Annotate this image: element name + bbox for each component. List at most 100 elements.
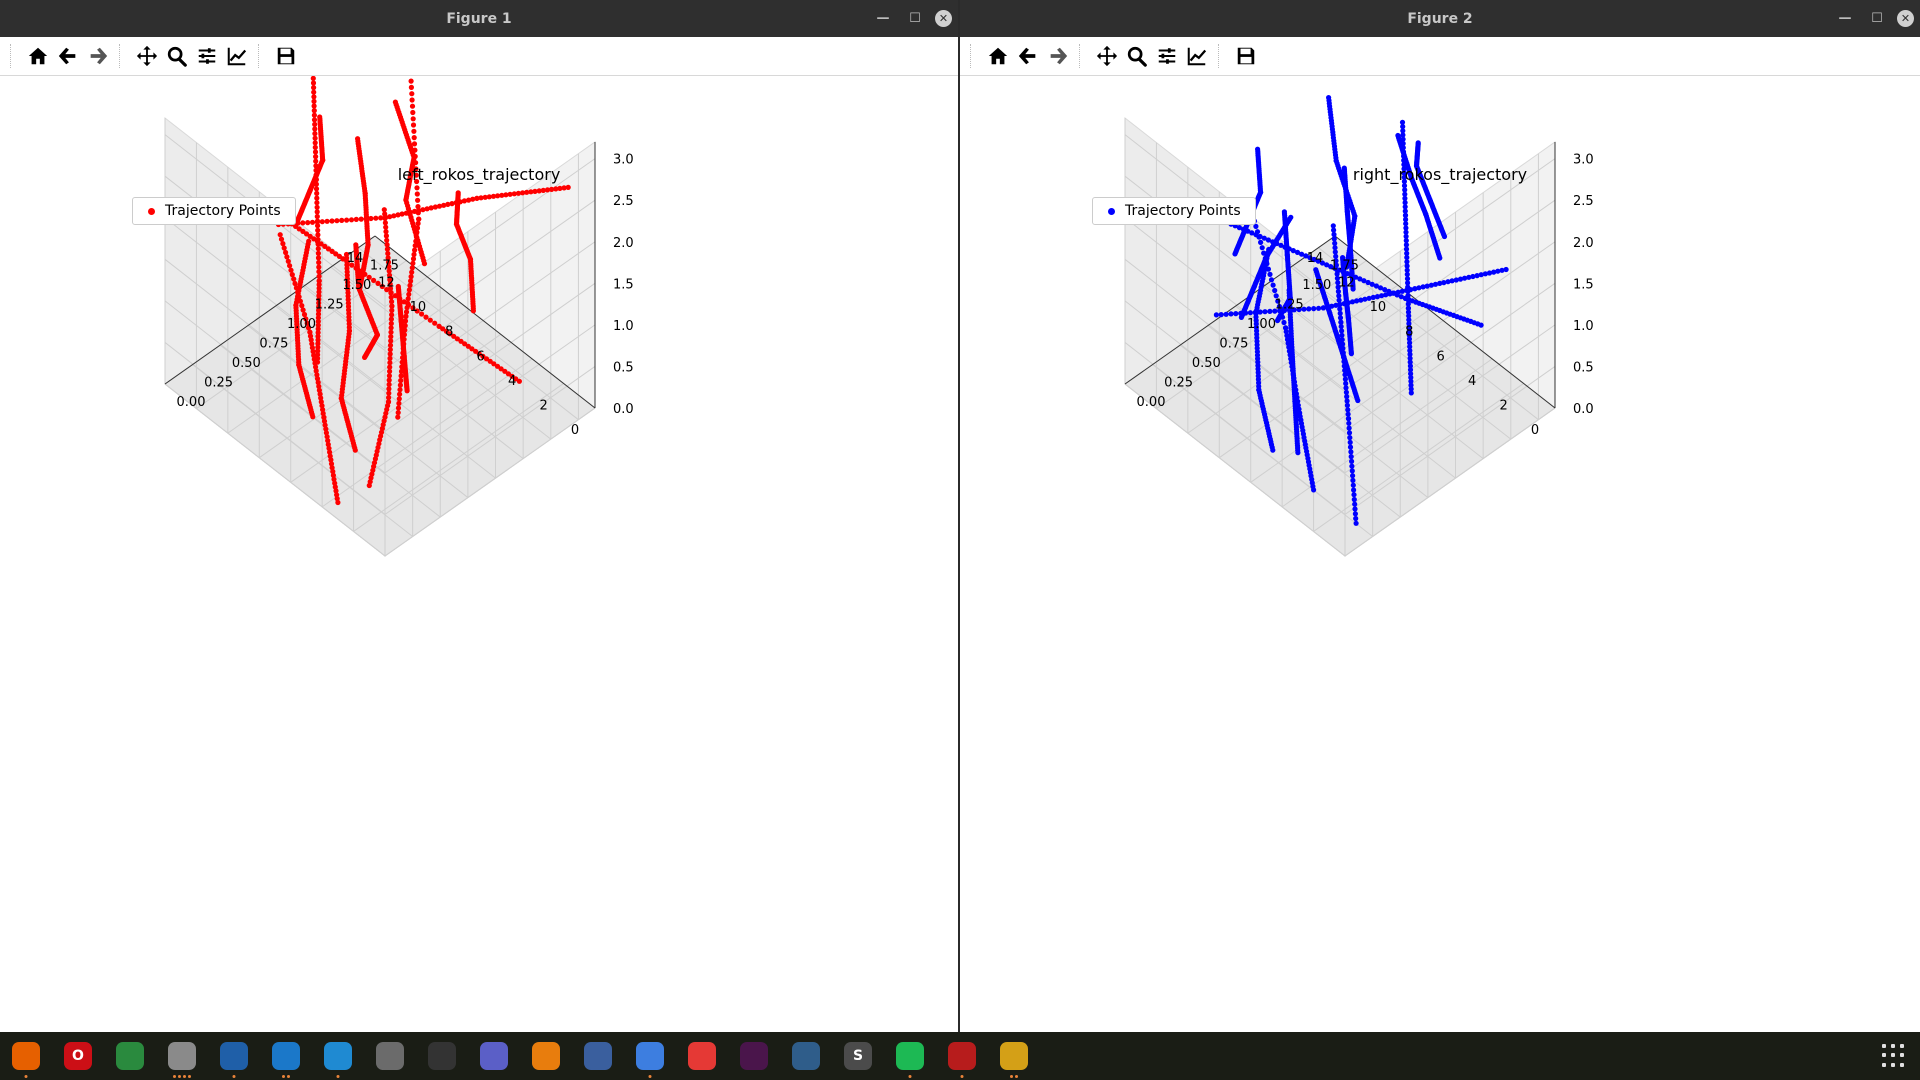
data-point bbox=[362, 271, 368, 277]
z-tick-label: 2.0 bbox=[1573, 236, 1594, 251]
maximize-icon[interactable]: ☐ bbox=[909, 11, 921, 26]
data-point bbox=[1347, 439, 1353, 445]
axes-3d[interactable]: 0 2 4 6 8 10 12 14 0.00 0.25 0.50 0.75 1.00 1.25 1.50 1… bbox=[0, 76, 958, 1032]
taskbar-app-camera[interactable] bbox=[364, 1032, 416, 1080]
close-icon[interactable]: ✕ bbox=[1897, 10, 1914, 27]
data-point bbox=[285, 258, 291, 264]
taskbar-app-system-monitor[interactable] bbox=[416, 1032, 468, 1080]
data-point bbox=[292, 280, 298, 287]
zoom-icon[interactable] bbox=[1122, 41, 1152, 71]
data-point bbox=[561, 185, 567, 191]
data-point bbox=[1351, 487, 1357, 493]
window-titlebar[interactable]: Figure 1 — ☐ ✕ bbox=[0, 0, 958, 37]
axes-3d[interactable]: 0 2 4 6 8 10 12 14 0.00 0.25 0.50 0.75 1.00 1.25 1.50 1… bbox=[960, 76, 1920, 1032]
toolbar-grip bbox=[970, 44, 979, 68]
data-point bbox=[1406, 313, 1412, 319]
data-point bbox=[1319, 260, 1325, 266]
home-icon[interactable] bbox=[983, 41, 1013, 71]
back-arrow-icon[interactable] bbox=[53, 41, 83, 71]
data-point bbox=[375, 280, 381, 286]
data-point bbox=[1403, 229, 1409, 235]
app-grid-icon[interactable] bbox=[1882, 1044, 1906, 1068]
data-point bbox=[333, 488, 339, 494]
legend-marker bbox=[1108, 207, 1115, 215]
taskbar-app-sublime[interactable]: S bbox=[832, 1032, 884, 1080]
pan-move-icon[interactable] bbox=[132, 41, 162, 71]
edit-axis-icon[interactable] bbox=[222, 41, 252, 71]
data-point bbox=[1265, 266, 1271, 272]
taskbar-app-chrome[interactable] bbox=[104, 1032, 156, 1080]
data-point bbox=[1377, 285, 1384, 291]
data-point bbox=[386, 264, 392, 270]
data-point bbox=[419, 311, 425, 317]
pan-move-icon[interactable] bbox=[1092, 41, 1122, 71]
save-icon[interactable] bbox=[271, 41, 301, 71]
minimize-icon[interactable]: — bbox=[1838, 11, 1852, 26]
taskbar-app-blender[interactable] bbox=[520, 1032, 572, 1080]
zoom-icon[interactable] bbox=[162, 41, 192, 71]
data-point bbox=[316, 264, 322, 270]
taskbar-app-vscode[interactable] bbox=[312, 1032, 364, 1080]
taskbar-app-virtualbox[interactable] bbox=[780, 1032, 832, 1080]
virtualbox-icon bbox=[792, 1042, 820, 1070]
data-point bbox=[1335, 288, 1341, 295]
data-point bbox=[1428, 282, 1434, 288]
home-icon[interactable] bbox=[23, 41, 53, 71]
taskbar-app-tools[interactable] bbox=[572, 1032, 624, 1080]
data-point bbox=[328, 461, 335, 467]
grid-line bbox=[1281, 358, 1493, 508]
data-point bbox=[1346, 420, 1352, 426]
close-icon[interactable]: ✕ bbox=[935, 10, 952, 27]
tools-icon bbox=[584, 1042, 612, 1070]
data-point bbox=[344, 259, 350, 265]
taskbar-app-anydesk[interactable] bbox=[676, 1032, 728, 1080]
back-arrow-icon[interactable] bbox=[1013, 41, 1043, 71]
data-point bbox=[1408, 382, 1414, 388]
x-tick-label: 2 bbox=[1499, 398, 1507, 413]
toolbar-separator bbox=[1079, 44, 1088, 68]
data-point bbox=[397, 387, 403, 393]
edit-axis-icon[interactable] bbox=[1182, 41, 1212, 71]
data-point bbox=[1228, 311, 1234, 317]
data-point bbox=[408, 78, 414, 84]
taskbar-app-opera[interactable]: O bbox=[52, 1032, 104, 1080]
data-point bbox=[1391, 290, 1397, 296]
data-point bbox=[411, 128, 417, 134]
plot-area[interactable]: 0 2 4 6 8 10 12 14 0.00 0.25 0.50 0.75 1.00 1.25 1.50 1… bbox=[960, 76, 1920, 1032]
taskbar-app-thunderbird[interactable] bbox=[208, 1032, 260, 1080]
forward-arrow-icon[interactable] bbox=[1043, 41, 1073, 71]
data-point bbox=[398, 368, 405, 374]
configure-subplots-icon[interactable] bbox=[1152, 41, 1182, 71]
grid-line bbox=[164, 300, 386, 474]
taskbar-app-screenshot[interactable] bbox=[936, 1032, 988, 1080]
maximize-icon[interactable]: ☐ bbox=[1871, 11, 1883, 26]
window-titlebar[interactable]: Figure 2 — ☐ ✕ bbox=[960, 0, 1920, 37]
data-point bbox=[332, 480, 338, 486]
data-point bbox=[388, 290, 394, 296]
taskbar-app-spotify[interactable] bbox=[884, 1032, 936, 1080]
data-point bbox=[397, 382, 403, 388]
y-tick-label: 0.50 bbox=[1192, 356, 1221, 371]
taskbar-app-files[interactable] bbox=[156, 1032, 208, 1080]
matplotlib-toolbar bbox=[960, 37, 1920, 76]
configure-subplots-icon[interactable] bbox=[192, 41, 222, 71]
taskbar-app-teams[interactable] bbox=[468, 1032, 520, 1080]
save-icon[interactable] bbox=[1231, 41, 1261, 71]
data-point bbox=[324, 434, 330, 440]
data-point bbox=[385, 399, 392, 405]
plot-area[interactable]: 0 2 4 6 8 10 12 14 0.00 0.25 0.50 0.75 1.00 1.25 1.50 1… bbox=[0, 76, 958, 1032]
taskbar-app-gimp[interactable] bbox=[988, 1032, 1040, 1080]
data-point bbox=[1348, 449, 1354, 455]
taskbar-app-slack[interactable] bbox=[728, 1032, 780, 1080]
data-point bbox=[353, 242, 359, 248]
data-point bbox=[1349, 468, 1355, 474]
data-point bbox=[445, 201, 451, 207]
data-point bbox=[414, 191, 420, 197]
data-point bbox=[565, 184, 571, 190]
taskbar-app-firefox[interactable] bbox=[0, 1032, 52, 1080]
taskbar-app-writer[interactable] bbox=[260, 1032, 312, 1080]
data-point bbox=[330, 472, 336, 478]
taskbar-app-text-editor[interactable] bbox=[624, 1032, 676, 1080]
forward-arrow-icon[interactable] bbox=[83, 41, 113, 71]
minimize-icon[interactable]: — bbox=[876, 11, 890, 26]
